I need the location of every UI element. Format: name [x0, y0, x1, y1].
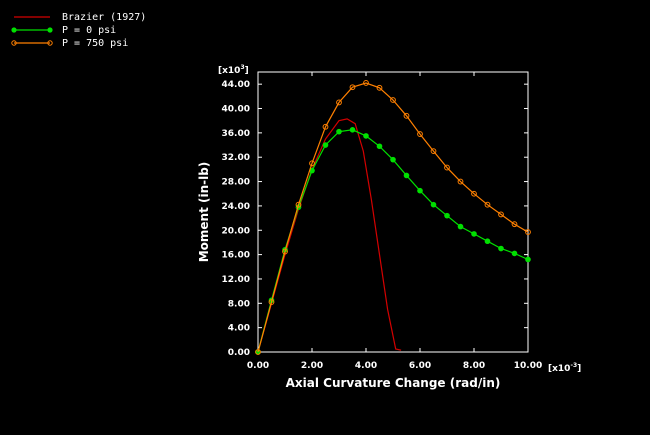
plot-frame [257, 71, 529, 353]
y-tick-label: 44.00 [222, 80, 250, 90]
x-tick-label: 10.00 [514, 361, 542, 371]
x-tick-label: 8.00 [463, 361, 485, 371]
data-point [471, 190, 477, 197]
data-point [255, 349, 261, 355]
x-mult-base: [x10 [548, 364, 570, 374]
data-point [322, 142, 329, 148]
data-point [403, 112, 410, 119]
x-mult-close: ] [577, 364, 581, 374]
y-tick-label: 12.00 [222, 275, 250, 285]
y-axis-title: Moment (in-lb) [197, 162, 211, 263]
data-point [471, 231, 477, 237]
data-point [390, 156, 396, 163]
y-mult-close: ] [245, 66, 249, 76]
x-tick-label: 0.00 [247, 361, 269, 371]
data-point [417, 131, 423, 137]
y-mult-base: [x10 [218, 66, 240, 76]
legend-item: P = 750 psi [11, 38, 128, 49]
x-axis-multiplier: [x10-3] [548, 362, 581, 374]
data-point [511, 221, 518, 228]
y-tick-label: 40.00 [222, 105, 250, 115]
data-point [282, 248, 288, 255]
data-point [336, 128, 342, 135]
legend-label: Brazier (1927) [62, 12, 146, 23]
data-point [349, 84, 356, 91]
y-tick-label: 28.00 [222, 178, 250, 188]
legend-label: P = 0 psi [62, 25, 116, 36]
data-point [295, 201, 302, 208]
y-tick-label: 24.00 [222, 202, 250, 212]
data-point [444, 164, 450, 171]
legend-marker [11, 27, 17, 33]
data-point [498, 245, 504, 252]
data-point [403, 172, 410, 179]
series-line [257, 82, 529, 353]
x-tick-label: 6.00 [409, 361, 431, 371]
data-point [457, 178, 464, 185]
data-point [376, 84, 383, 91]
legend-label: P = 750 psi [62, 38, 128, 49]
data-point [309, 160, 315, 167]
x-mult-exp: -3 [570, 362, 577, 369]
data-point [484, 238, 491, 245]
y-tick-label: 0.00 [228, 348, 250, 358]
legend-item: Brazier (1927) [14, 12, 146, 23]
y-axis: 0.00 4.00 8.00 12.00 16.00 20.00 24.00 28.00 32.… [222, 80, 528, 358]
data-point [457, 223, 464, 230]
x-axis: 0.00 2.00 4.00 6.00 8.00 10.00 [247, 72, 542, 371]
legend-item: P = 0 psi [11, 25, 116, 36]
data-point [525, 229, 531, 235]
data-point [484, 201, 491, 208]
series-1 [255, 127, 531, 355]
data-point [444, 212, 450, 219]
series-2 [255, 80, 531, 355]
y-tick-label: 20.00 [222, 226, 250, 236]
data-point [336, 99, 342, 106]
data-point [322, 123, 329, 130]
data-point [430, 148, 437, 155]
data-point [349, 127, 356, 133]
data-point [430, 201, 437, 208]
y-mult-exp: 3 [240, 64, 244, 71]
series-layer [255, 80, 531, 355]
legend: Brazier (1927) P = 0 psi P = 750 psi [11, 12, 146, 49]
data-point [417, 187, 423, 194]
data-point [376, 143, 383, 150]
data-point [390, 97, 396, 103]
legend-marker [47, 27, 53, 33]
x-axis-title: Axial Curvature Change (rad/in) [286, 376, 501, 390]
plot-area: 0.00 2.00 4.00 6.00 8.00 10.00 0.00 4.00 8.00 12… [222, 71, 542, 371]
series-0 [257, 118, 402, 353]
data-point [525, 256, 531, 263]
y-tick-label: 8.00 [228, 299, 250, 309]
y-tick-label: 16.00 [222, 251, 250, 261]
y-tick-label: 4.00 [228, 324, 250, 334]
data-point [363, 133, 369, 139]
series-line [257, 118, 402, 353]
legend-marker [11, 40, 17, 46]
y-tick-label: 32.00 [222, 153, 250, 163]
y-axis-multiplier: [x103] [218, 64, 249, 76]
data-point [511, 250, 518, 257]
legend-marker [47, 40, 53, 46]
y-tick-label: 36.00 [222, 129, 250, 139]
data-point [498, 211, 504, 218]
x-tick-label: 4.00 [355, 361, 377, 371]
x-tick-label: 2.00 [301, 361, 323, 371]
data-point [268, 299, 275, 305]
data-point [363, 80, 369, 86]
